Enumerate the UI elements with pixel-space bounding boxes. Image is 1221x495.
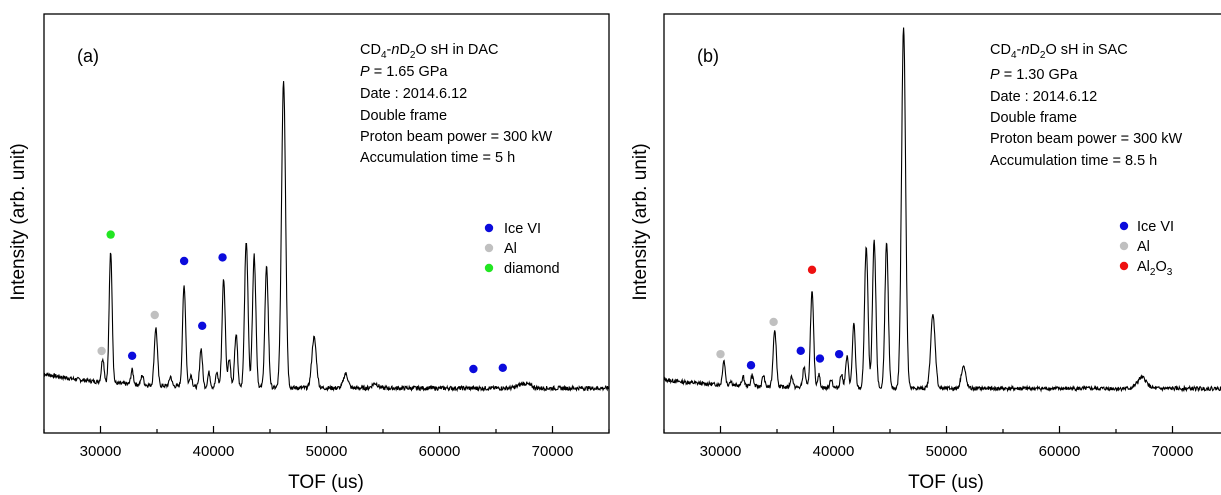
panel-label: (a): [77, 46, 99, 66]
peak-markers: [97, 230, 507, 374]
peak-marker-ice-vi: [179, 256, 189, 266]
peak-marker-al2o3: [807, 265, 817, 274]
legend: Ice VI Al diamond: [484, 221, 560, 277]
panel-a: 30000 40000 50000 60000 70000 (a) CD4-nD2O s…: [8, 13, 610, 493]
x-axis-title: TOF (us): [908, 472, 984, 493]
legend-marker-al: [484, 243, 494, 253]
peak-marker-ice-vi: [218, 253, 227, 262]
x-ticks: 30000 40000 50000 60000 70000: [663, 426, 1194, 460]
beam-label: Proton beam power = 300 kW: [360, 129, 553, 145]
legend-marker-al2o3: [1119, 261, 1129, 271]
legend-label-ice-vi: Ice VI: [1137, 219, 1174, 235]
x-tick-label: 60000: [419, 443, 461, 460]
peak-marker-al: [150, 310, 159, 320]
legend-marker-ice-vi: [484, 223, 494, 233]
peak-marker-ice-vi: [746, 361, 756, 370]
legend-label-ice-vi: Ice VI: [504, 221, 541, 237]
peak-marker-ice-vi: [815, 354, 825, 363]
peak-marker-diamond: [106, 230, 115, 239]
y-axis-title: Intensity (arb. unit): [630, 143, 651, 300]
sample-label: CD4-nD2O sH in SAC: [990, 42, 1128, 61]
x-axis-title: TOF (us): [288, 472, 364, 493]
beam-label: Proton beam power = 300 kW: [990, 131, 1183, 147]
peak-marker-ice-vi: [198, 321, 207, 330]
peak-marker-ice-vi: [498, 363, 507, 372]
legend: Ice VI Al Al2O3: [1119, 219, 1174, 278]
x-tick-label: 30000: [80, 443, 122, 460]
peak-marker-ice-vi: [834, 349, 844, 359]
legend-marker-diamond: [484, 263, 494, 273]
panel-label: (b): [697, 46, 719, 66]
peak-marker-ice-vi: [796, 346, 805, 356]
legend-label-diamond: diamond: [504, 261, 560, 277]
accumulation-label: Accumulation time = 5 h: [360, 150, 515, 166]
accumulation-label: Accumulation time = 8.5 h: [990, 153, 1157, 169]
legend-label-al2o3: Al2O3: [1137, 259, 1173, 278]
pressure-label: P = 1.30 GPa: [990, 67, 1078, 83]
legend-marker-al: [1119, 241, 1129, 251]
x-ticks: 30000 40000 50000 60000 70000: [43, 426, 610, 460]
spectrum-line: [663, 27, 1221, 393]
x-tick-label: 70000: [1152, 443, 1194, 460]
panel-b: 30000 40000 50000 60000 70000 (b) CD4-nD2O s…: [630, 13, 1221, 493]
date-label: Date : 2014.6.12: [990, 89, 1097, 105]
peak-marker-ice-vi: [127, 351, 137, 360]
date-label: Date : 2014.6.12: [360, 86, 467, 102]
x-tick-label: 40000: [813, 443, 855, 460]
pressure-label: P = 1.65 GPa: [360, 64, 448, 80]
legend-marker-ice-vi: [1119, 221, 1129, 231]
x-tick-label: 60000: [1039, 443, 1081, 460]
legend-label-al: Al: [504, 241, 517, 257]
y-axis-title: Intensity (arb. unit): [8, 143, 29, 300]
x-tick-label: 70000: [532, 443, 574, 460]
x-tick-label: 50000: [926, 443, 968, 460]
x-tick-label: 30000: [700, 443, 742, 460]
x-tick-label: 50000: [306, 443, 348, 460]
x-tick-label: 40000: [193, 443, 235, 460]
peak-markers: [716, 265, 844, 370]
sample-label: CD4-nD2O sH in DAC: [360, 42, 498, 61]
peak-marker-al: [716, 349, 725, 359]
spectrum-line: [43, 81, 610, 393]
legend-label-al: Al: [1137, 239, 1150, 255]
peak-marker-al: [769, 317, 778, 327]
frame-label: Double frame: [990, 110, 1077, 126]
frame-label: Double frame: [360, 108, 447, 124]
peak-marker-al: [97, 346, 106, 356]
peak-marker-ice-vi: [469, 364, 478, 374]
